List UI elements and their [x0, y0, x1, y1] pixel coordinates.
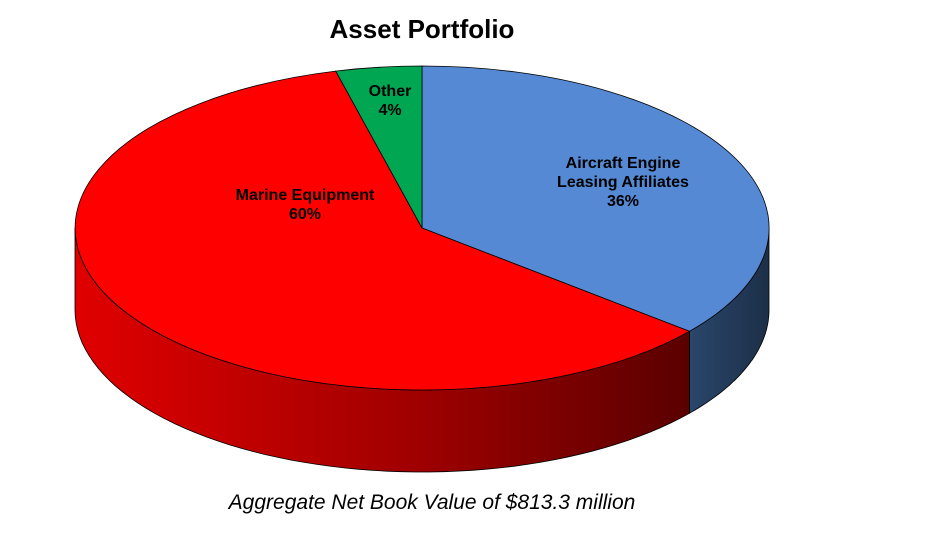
pie-top-slices [74, 65, 770, 391]
chart-title: Asset Portfolio [330, 14, 515, 44]
pie-label-other: Other 4% [369, 83, 412, 119]
pie-label-marine-equipment: Marine Equipment 60% [236, 187, 375, 223]
pie-slice-labels: Aircraft Engine Leasing Affiliates 36% Mari… [236, 83, 689, 223]
pie-slice-marine-equipment [74, 70, 691, 391]
chart-caption: Aggregate Net Book Value of $813.3 milli… [227, 491, 636, 514]
pie-label-aircraft-engine-leasing-affiliates: Aircraft Engine Leasing Affiliates 36% [557, 155, 689, 210]
pie-slice-other [335, 65, 423, 229]
pie-slice-aircraft-engine-leasing-affiliates [421, 65, 770, 332]
